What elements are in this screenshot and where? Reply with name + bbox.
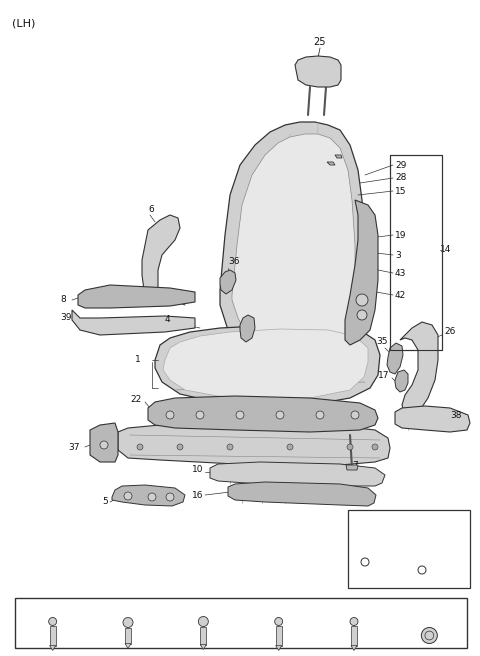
Text: 35: 35 — [376, 337, 387, 346]
Circle shape — [287, 444, 293, 450]
Circle shape — [198, 617, 208, 626]
Text: 34: 34 — [403, 519, 415, 529]
Polygon shape — [90, 423, 118, 462]
Circle shape — [196, 411, 204, 419]
Polygon shape — [220, 122, 365, 382]
Circle shape — [166, 493, 174, 501]
Text: 33: 33 — [423, 604, 436, 615]
Text: 36: 36 — [228, 258, 240, 266]
Polygon shape — [351, 626, 357, 646]
Text: 30: 30 — [197, 604, 210, 615]
Polygon shape — [200, 644, 206, 649]
Polygon shape — [327, 162, 335, 165]
Text: 8: 8 — [60, 295, 66, 304]
Circle shape — [148, 493, 156, 501]
Polygon shape — [200, 626, 206, 644]
Text: 16: 16 — [192, 491, 204, 501]
Circle shape — [361, 558, 369, 566]
Polygon shape — [276, 646, 282, 651]
Text: 22: 22 — [130, 396, 141, 405]
Circle shape — [275, 617, 283, 626]
Bar — [348, 510, 470, 588]
Circle shape — [227, 444, 233, 450]
Text: 14: 14 — [440, 245, 451, 255]
Polygon shape — [78, 285, 195, 308]
Text: 31: 31 — [272, 604, 285, 615]
Polygon shape — [351, 646, 357, 651]
Circle shape — [421, 628, 437, 644]
Circle shape — [351, 411, 359, 419]
Text: 28: 28 — [395, 173, 407, 182]
Text: 42: 42 — [395, 291, 406, 300]
Circle shape — [166, 411, 174, 419]
Circle shape — [137, 444, 143, 450]
Circle shape — [316, 411, 324, 419]
Polygon shape — [387, 343, 403, 374]
Text: 7: 7 — [352, 461, 358, 470]
Circle shape — [357, 310, 367, 320]
Text: 43: 43 — [395, 268, 407, 277]
Polygon shape — [49, 646, 56, 651]
Text: 6: 6 — [148, 205, 154, 215]
Text: 19: 19 — [395, 230, 407, 239]
Polygon shape — [112, 485, 185, 506]
Text: 37: 37 — [68, 443, 80, 451]
Polygon shape — [232, 134, 355, 370]
Polygon shape — [155, 325, 380, 406]
Polygon shape — [400, 322, 438, 418]
Text: 32: 32 — [348, 604, 360, 615]
Circle shape — [100, 441, 108, 449]
Text: 2: 2 — [49, 604, 56, 615]
Text: 4: 4 — [165, 316, 170, 325]
Polygon shape — [163, 329, 368, 399]
Text: 38: 38 — [450, 411, 461, 419]
Polygon shape — [210, 462, 385, 486]
Text: 39: 39 — [60, 314, 72, 323]
Polygon shape — [395, 370, 408, 392]
Polygon shape — [118, 424, 390, 465]
Text: 25: 25 — [314, 37, 326, 47]
Text: 26: 26 — [444, 327, 456, 337]
Polygon shape — [72, 310, 195, 335]
Text: 1: 1 — [135, 356, 141, 365]
Polygon shape — [276, 626, 282, 646]
Circle shape — [372, 444, 378, 450]
Polygon shape — [395, 406, 470, 432]
Polygon shape — [295, 56, 341, 87]
Polygon shape — [345, 200, 378, 345]
Circle shape — [124, 492, 132, 500]
Circle shape — [347, 444, 353, 450]
Text: 43: 43 — [222, 337, 233, 346]
Circle shape — [350, 617, 358, 626]
Circle shape — [418, 566, 426, 574]
Polygon shape — [142, 215, 180, 295]
Text: 10: 10 — [192, 466, 204, 474]
Polygon shape — [148, 396, 378, 432]
Polygon shape — [125, 644, 131, 649]
Polygon shape — [346, 465, 358, 470]
Polygon shape — [240, 315, 255, 342]
Circle shape — [177, 444, 183, 450]
Text: 15: 15 — [395, 186, 407, 195]
Polygon shape — [335, 155, 342, 158]
Circle shape — [48, 617, 57, 626]
Bar — [390, 155, 442, 350]
Polygon shape — [49, 626, 56, 646]
Bar — [15, 598, 467, 648]
Text: (LH): (LH) — [12, 18, 36, 28]
Circle shape — [356, 294, 368, 306]
Text: 17: 17 — [378, 371, 389, 380]
Circle shape — [123, 617, 133, 628]
Text: 3: 3 — [395, 251, 401, 260]
Polygon shape — [125, 628, 131, 644]
Circle shape — [276, 411, 284, 419]
Circle shape — [236, 411, 244, 419]
Polygon shape — [220, 270, 236, 294]
Text: 5: 5 — [102, 497, 108, 506]
Polygon shape — [228, 482, 376, 506]
Text: 29: 29 — [395, 161, 407, 169]
Text: 24: 24 — [121, 604, 134, 615]
